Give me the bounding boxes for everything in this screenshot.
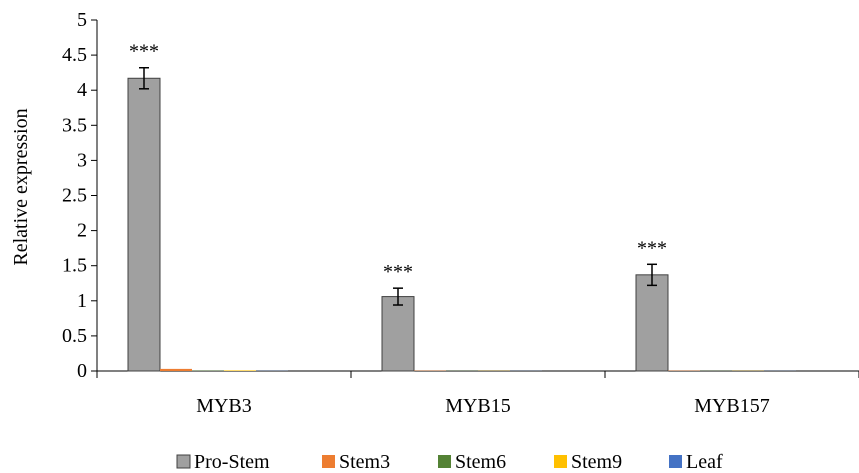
- y-tick-label: 0: [77, 360, 87, 382]
- y-tick-label: 3: [77, 149, 87, 171]
- y-tick-label: 1: [77, 290, 87, 312]
- y-tick-label: 2: [77, 220, 87, 242]
- y-tick-label: 5: [77, 9, 87, 31]
- y-tick-label: 2.5: [62, 185, 87, 207]
- y-axis-label: Relative expression: [10, 108, 32, 265]
- legend-swatch: [322, 455, 335, 468]
- legend-label: Leaf: [686, 451, 723, 473]
- y-tick-label: 4: [77, 79, 87, 101]
- x-axis: MYB3 MYB15 MYB157: [96, 370, 859, 417]
- y-tick-label: 4.5: [62, 44, 87, 66]
- legend-swatch: [554, 455, 567, 468]
- x-tick-label: MYB157: [694, 395, 770, 417]
- y-tick-label: 3.5: [62, 114, 87, 136]
- bar-pro-stem-myb3: [127, 77, 161, 372]
- x-tick-label: MYB3: [196, 395, 252, 417]
- bars: *** *** ***: [127, 41, 796, 372]
- y-tick-label: 1.5: [62, 255, 87, 277]
- legend-label: Stem6: [455, 451, 506, 473]
- legend-label: Pro-Stem: [194, 451, 270, 473]
- x-tick-label: MYB15: [445, 395, 511, 417]
- bar-pro-stem-myb15: [381, 296, 415, 372]
- legend: Pro-Stem Stem3 Stem6 Stem9 Leaf: [176, 451, 723, 473]
- significance-label: ***: [129, 41, 159, 63]
- bar-stem9-myb3: [224, 370, 256, 371]
- significance-label: ***: [637, 237, 667, 259]
- significance-label: ***: [383, 261, 413, 283]
- y-axis: 0 0.5 1 1.5 2 2.5 3 3.5 4 4.5 5: [62, 9, 98, 382]
- legend-label: Stem9: [571, 451, 622, 473]
- legend-swatch: [669, 455, 682, 468]
- legend-swatch: [176, 454, 191, 469]
- bar-pro-stem-myb157: [635, 274, 669, 372]
- legend-swatch: [438, 455, 451, 468]
- bar-stem3-myb3: [160, 368, 192, 371]
- legend-label: Stem3: [339, 451, 390, 473]
- y-tick-label: 0.5: [62, 325, 87, 347]
